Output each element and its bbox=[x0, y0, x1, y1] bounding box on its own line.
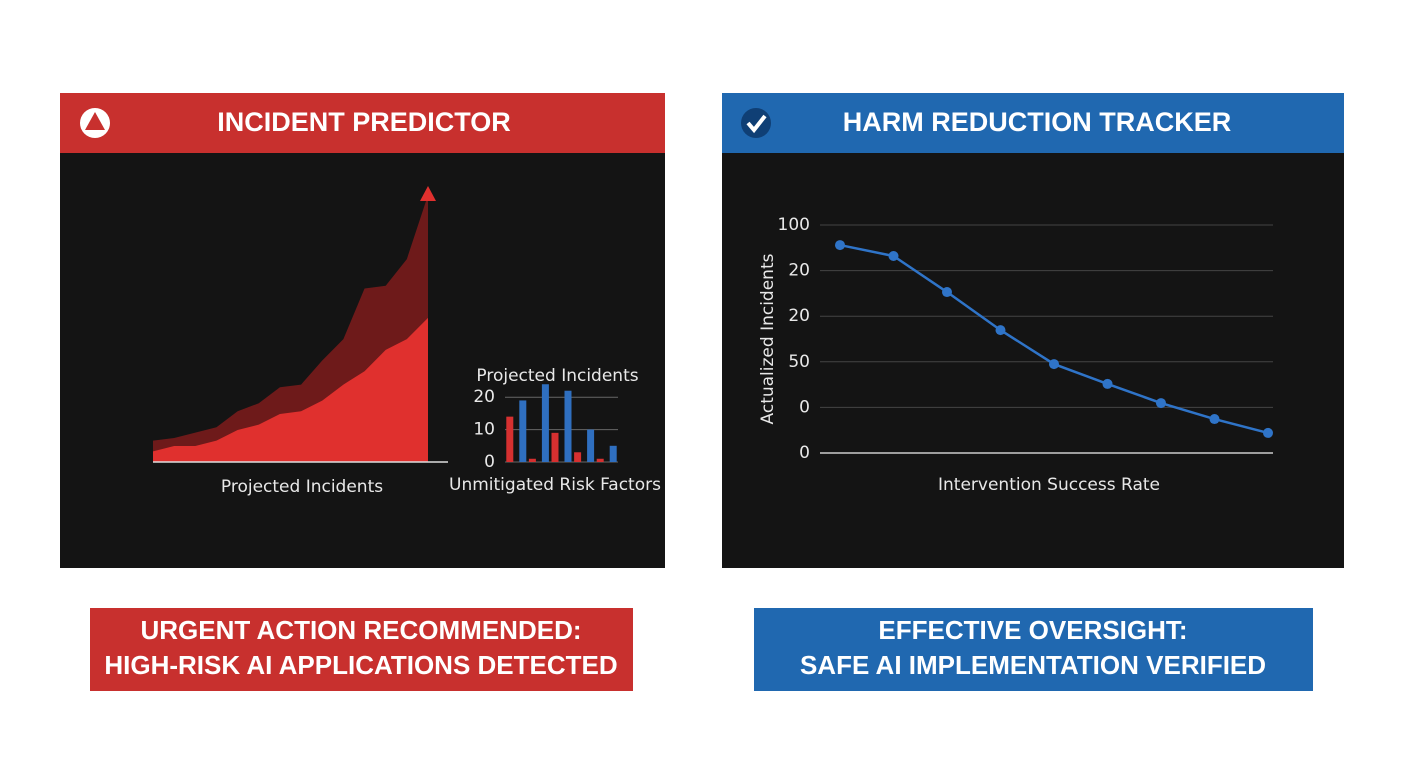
panel-title: HARM REDUCTION TRACKER bbox=[843, 107, 1231, 137]
right-banner bbox=[754, 608, 1313, 691]
y-axis-label: Actualized Incidents bbox=[758, 253, 778, 424]
bar bbox=[587, 429, 595, 462]
panel-title: INCIDENT PREDICTOR bbox=[217, 107, 511, 137]
point bbox=[1263, 427, 1273, 438]
bar bbox=[528, 458, 536, 462]
y-tick-label: 20 bbox=[473, 387, 495, 407]
check-mark bbox=[746, 114, 767, 134]
trend-arrow-head bbox=[420, 186, 436, 201]
point bbox=[942, 287, 952, 298]
bar bbox=[596, 458, 604, 462]
banner-text: URGENT ACTION RECOMMENDED: bbox=[140, 615, 581, 645]
x-axis-label: Projected Incidents bbox=[221, 477, 383, 497]
y-tick-label: 100 bbox=[778, 215, 810, 235]
x-axis-label: Unmitigated Risk Factors bbox=[449, 475, 661, 495]
chart-title: Projected Incidents bbox=[476, 366, 638, 386]
right-panel bbox=[722, 93, 1344, 568]
area bbox=[153, 317, 428, 462]
point bbox=[835, 240, 845, 251]
bar bbox=[551, 432, 559, 462]
y-tick-label: 50 bbox=[788, 352, 810, 372]
left-header bbox=[60, 93, 665, 153]
bar bbox=[574, 452, 582, 462]
y-tick-label: 0 bbox=[799, 443, 810, 463]
bar bbox=[506, 416, 514, 462]
banner-text: SAFE AI IMPLEMENTATION VERIFIED bbox=[800, 650, 1266, 680]
bar bbox=[564, 390, 572, 462]
banner-text: HIGH-RISK AI APPLICATIONS DETECTED bbox=[104, 650, 617, 680]
bar bbox=[519, 400, 527, 462]
point bbox=[1209, 414, 1220, 425]
right-header bbox=[722, 93, 1344, 153]
point bbox=[1049, 359, 1059, 370]
y-tick-label: 0 bbox=[799, 397, 810, 417]
y-tick-label: 10 bbox=[473, 420, 495, 440]
bar bbox=[609, 445, 617, 462]
point bbox=[1102, 378, 1113, 389]
x-axis-label: Intervention Success Rate bbox=[938, 475, 1160, 495]
point bbox=[1156, 398, 1166, 409]
banner-text: EFFECTIVE OVERSIGHT: bbox=[878, 615, 1187, 645]
point bbox=[888, 251, 899, 262]
bar bbox=[541, 384, 549, 462]
y-tick-label: 20 bbox=[788, 261, 810, 281]
point bbox=[995, 325, 1006, 336]
check-icon bbox=[741, 108, 771, 138]
left-banner bbox=[90, 608, 633, 691]
warning-icon-triangle bbox=[85, 112, 105, 130]
y-tick-label: 20 bbox=[788, 306, 810, 326]
y-tick-label: 0 bbox=[484, 452, 495, 472]
